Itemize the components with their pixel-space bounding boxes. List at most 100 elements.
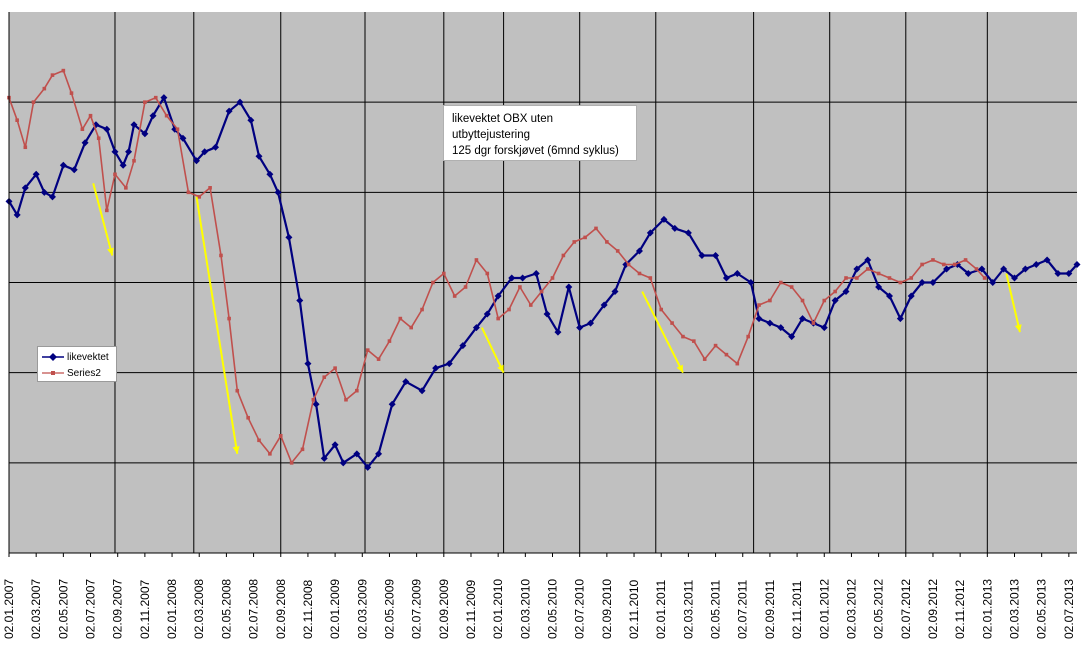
data-point	[219, 253, 223, 258]
x-tick-label: 02.05.2008	[219, 579, 233, 639]
data-point	[463, 285, 468, 289]
data-point	[646, 229, 654, 237]
x-tick-label: 02.11.2008	[301, 580, 315, 639]
data-point	[420, 307, 424, 312]
data-point	[179, 134, 187, 142]
data-point	[777, 324, 785, 332]
x-tick-label: 02.05.2013	[1035, 579, 1049, 639]
data-point	[70, 166, 78, 174]
data-point	[193, 157, 201, 165]
data-point	[375, 450, 383, 458]
x-tick-label: 02.07.2008	[247, 579, 261, 639]
data-point	[757, 303, 761, 307]
x-tick-label: 02.01.2012	[817, 579, 831, 639]
data-point	[124, 186, 128, 190]
data-point	[266, 170, 274, 178]
data-point	[255, 152, 263, 160]
x-tick-label: 02.11.2007	[138, 580, 152, 639]
data-point	[1010, 274, 1018, 282]
data-point	[712, 251, 720, 259]
data-point	[724, 352, 729, 357]
x-tick-label: 02.01.2013	[980, 579, 994, 639]
data-point	[692, 339, 696, 343]
data-point	[81, 139, 89, 147]
data-point	[483, 310, 491, 318]
data-point	[132, 158, 136, 163]
data-point	[532, 269, 540, 277]
data-point	[186, 190, 191, 195]
legend-item-likevektet: likevektet	[42, 350, 109, 364]
data-point	[974, 267, 979, 271]
x-tick-label: 02.03.2011	[681, 580, 695, 639]
data-point	[605, 240, 609, 244]
data-point	[713, 343, 718, 348]
data-point	[898, 280, 903, 285]
data-point	[1073, 260, 1081, 268]
data-point	[320, 454, 328, 462]
x-tick-label: 02.09.2008	[274, 579, 288, 639]
data-point	[1054, 269, 1062, 277]
data-point	[353, 450, 361, 458]
data-point	[978, 265, 986, 273]
data-point	[811, 321, 816, 325]
x-tick-label: 02.09.2010	[600, 579, 614, 639]
annotation-line-3: 125 dgr forskjøvet (6mnd syklus)	[452, 145, 619, 157]
data-point	[365, 348, 370, 352]
data-point	[855, 276, 859, 280]
data-point	[442, 271, 446, 276]
data-point	[103, 125, 111, 133]
annotation-line-2: utbyttejustering	[452, 129, 530, 141]
gridlines	[9, 12, 1077, 553]
data-point	[50, 73, 55, 77]
data-point	[1021, 265, 1029, 273]
data-point	[539, 289, 544, 294]
data-point	[21, 184, 29, 192]
data-point	[331, 441, 339, 449]
x-tick-label: 02.03.2012	[844, 579, 858, 639]
data-point	[864, 256, 872, 264]
data-point	[355, 388, 359, 393]
data-point	[388, 400, 396, 408]
x-tick-label: 02.05.2012	[872, 579, 886, 639]
legend-swatch-series2	[42, 371, 64, 375]
data-point	[626, 262, 631, 267]
data-point	[766, 319, 774, 327]
data-point	[594, 226, 598, 231]
data-point	[322, 375, 327, 379]
x-tick-label: 02.09.2011	[763, 580, 777, 639]
data-point	[197, 195, 202, 199]
data-point	[376, 357, 381, 361]
data-point	[788, 333, 796, 341]
data-point	[518, 285, 522, 289]
data-point	[432, 364, 440, 372]
data-point	[257, 438, 261, 443]
data-point	[119, 161, 127, 169]
data-point	[842, 288, 850, 296]
data-point	[507, 307, 511, 312]
data-point	[333, 366, 337, 370]
data-point	[459, 342, 467, 350]
x-tick-label: 02.11.2011	[790, 580, 804, 639]
data-point	[561, 253, 566, 258]
data-point	[543, 310, 551, 318]
data-point	[550, 276, 555, 280]
trend-arrow	[641, 291, 684, 374]
data-point	[918, 279, 926, 286]
data-point	[278, 433, 283, 438]
data-point	[32, 170, 40, 178]
data-point	[833, 289, 837, 294]
data-point	[1000, 265, 1008, 273]
data-point	[96, 136, 101, 141]
data-point	[201, 148, 209, 156]
data-point	[670, 321, 674, 325]
data-point	[61, 68, 66, 73]
data-point	[747, 279, 755, 286]
x-tick-label: 02.11.2012	[953, 580, 967, 639]
data-point	[69, 91, 74, 95]
data-point	[344, 397, 348, 402]
data-point	[952, 262, 957, 267]
legend: likevektet Series2	[37, 346, 117, 382]
x-tick-label: 02.09.2007	[111, 579, 125, 639]
data-point	[565, 283, 573, 291]
